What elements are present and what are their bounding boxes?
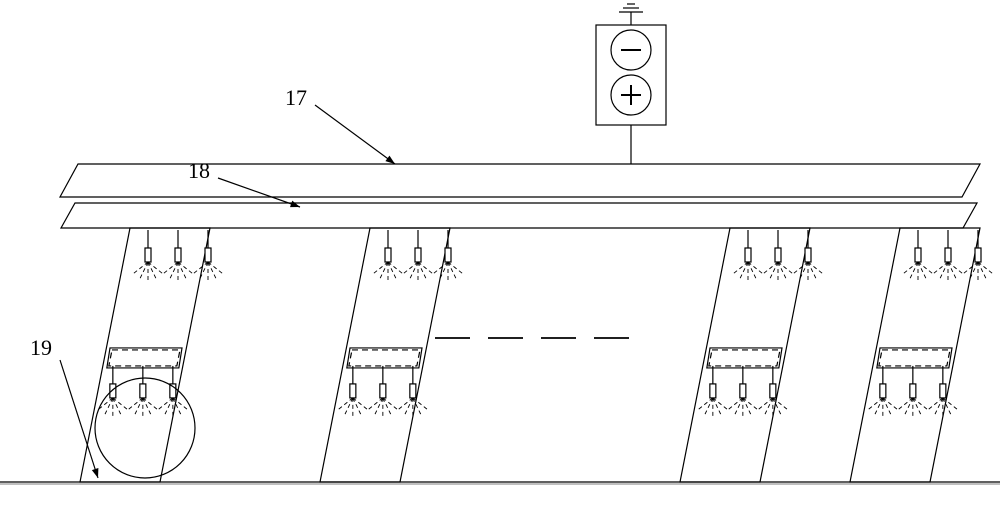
spray-module: [680, 228, 822, 482]
spray-module: [320, 228, 462, 482]
svg-text:19: 19: [30, 335, 52, 360]
secondary-bar: [61, 203, 977, 228]
svg-text:17: 17: [285, 85, 307, 110]
label-18: 18: [188, 158, 300, 207]
spray-module: [850, 228, 992, 482]
label-19: 19: [30, 335, 98, 478]
spray-module: [80, 228, 222, 482]
power-source: [596, 4, 666, 164]
svg-text:18: 18: [188, 158, 210, 183]
label-17: 17: [285, 85, 395, 164]
schematic-diagram: 17 18 19: [0, 0, 1000, 514]
